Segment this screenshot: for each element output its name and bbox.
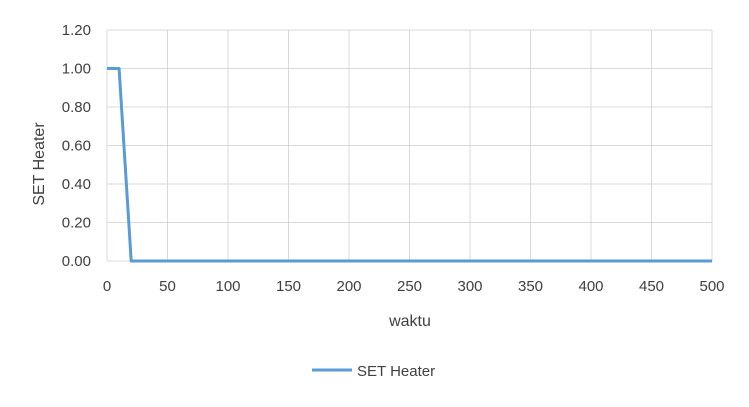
x-tick-label: 50	[159, 278, 176, 295]
y-tick-label: 0.00	[62, 253, 91, 270]
y-tick-label: 0.80	[62, 99, 91, 116]
gridlines	[106, 29, 713, 261]
y-tick-label: 1.00	[62, 61, 91, 78]
x-tick-label: 0	[103, 278, 111, 295]
y-tick-label: 0.40	[62, 176, 91, 193]
y-tick-label: 0.60	[62, 138, 91, 155]
x-tick-label: 200	[336, 278, 361, 295]
series-layer	[107, 67, 712, 263]
series-line-set-heater	[107, 67, 712, 263]
legend: SET Heater	[312, 363, 435, 380]
x-tick-label: 500	[699, 278, 724, 295]
x-tick-label: 400	[578, 278, 603, 295]
legend-label-set-heater: SET Heater	[357, 363, 435, 380]
x-axis-label: waktu	[388, 313, 431, 330]
x-tick-label: 300	[457, 278, 482, 295]
y-axis-label: SET Heater	[31, 122, 48, 206]
x-tick-label: 100	[215, 278, 240, 295]
y-tick-label: 1.20	[62, 22, 91, 39]
tick-labels: 0.00 0.20 0.40 0.60 0.80 1.00 1.20 0 50 100 150 200…	[62, 22, 725, 295]
y-tick-label: 0.20	[62, 215, 91, 232]
x-tick-label: 450	[639, 278, 664, 295]
x-tick-label: 250	[397, 278, 422, 295]
x-tick-label: 350	[518, 278, 543, 295]
x-tick-label: 150	[276, 278, 301, 295]
